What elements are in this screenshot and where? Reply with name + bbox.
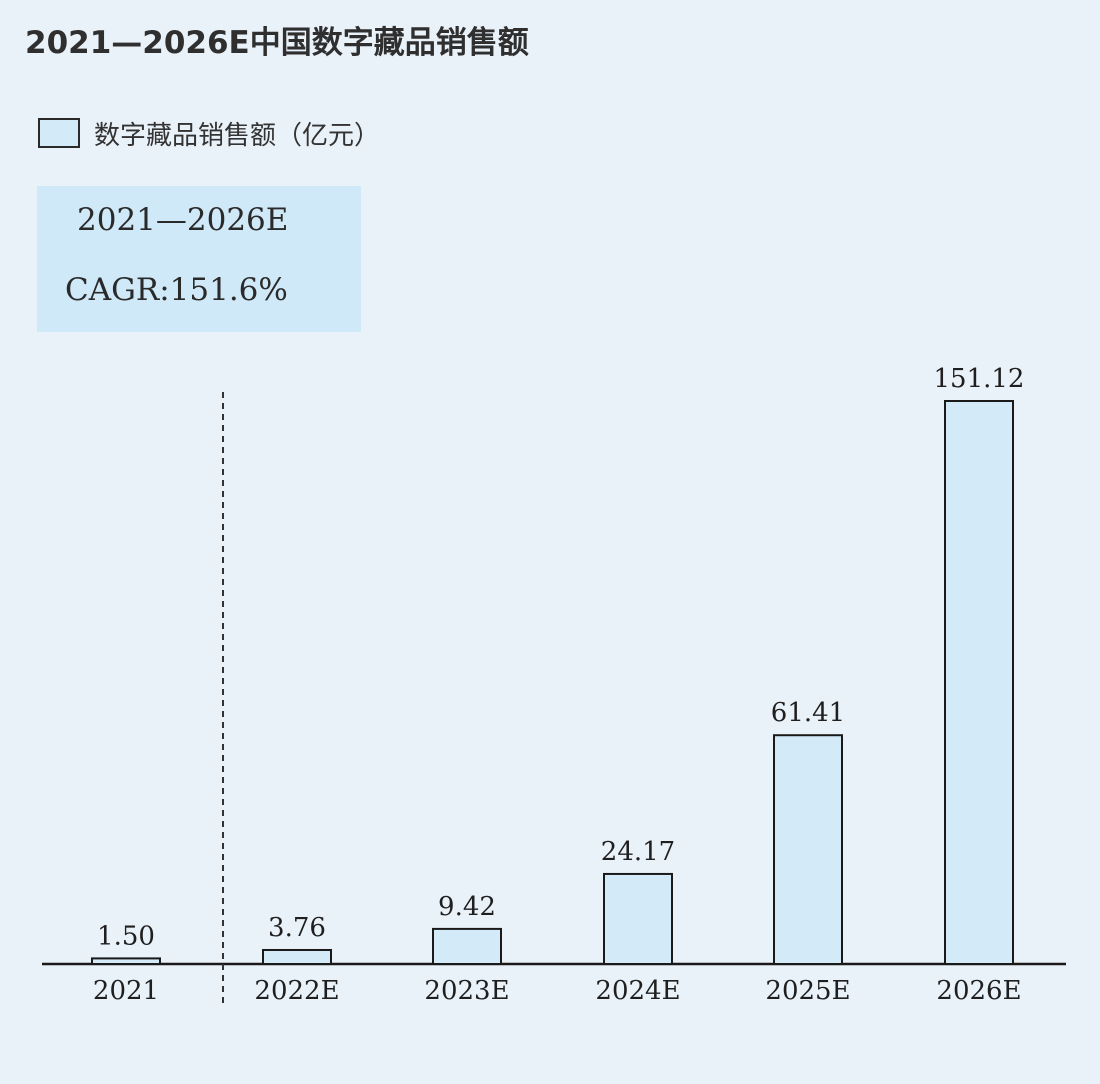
bar-2023E (432, 927, 502, 965)
bar-2025E (773, 734, 843, 966)
x-tick-label-2026E: 2026E (936, 976, 1021, 1006)
x-tick-labels-group: 2021 2022E 2023E 2024E 2025E 2026E (93, 976, 1022, 1006)
cagr-value: CAGR:151.6% (65, 272, 288, 308)
cagr-annotation: 2021—2026E CAGR:151.6% (37, 186, 361, 332)
x-tick-label-2022E: 2022E (254, 976, 339, 1006)
bar-2026E (944, 400, 1014, 965)
legend-label: 数字藏品销售额（亿元） (94, 120, 381, 151)
legend: 数字藏品销售额（亿元） (38, 116, 381, 151)
x-tick-label-2021: 2021 (93, 976, 159, 1006)
value-label-2025E: 61.41 (771, 698, 845, 728)
x-tick-label-2025E: 2025E (765, 976, 850, 1006)
value-labels-group: 1.50 3.76 9.42 24.17 61.41 151.12 (97, 364, 1024, 951)
bars-group (91, 400, 1014, 966)
value-label-2023E: 9.42 (438, 892, 496, 922)
x-tick-label-2023E: 2023E (424, 976, 509, 1006)
bar-2024E (603, 872, 673, 966)
legend-swatch (38, 118, 80, 148)
value-label-2024E: 24.17 (601, 837, 675, 867)
bar-2022E (262, 948, 332, 966)
x-tick-label-2024E: 2024E (595, 976, 680, 1006)
chart-title: 2021—2026E中国数字藏品销售额 (25, 25, 529, 61)
value-label-2026E: 151.12 (934, 364, 1025, 394)
value-label-2022E: 3.76 (268, 913, 326, 943)
cagr-period: 2021—2026E (77, 202, 289, 238)
bar-2021 (91, 957, 161, 966)
value-label-2021: 1.50 (97, 921, 155, 951)
